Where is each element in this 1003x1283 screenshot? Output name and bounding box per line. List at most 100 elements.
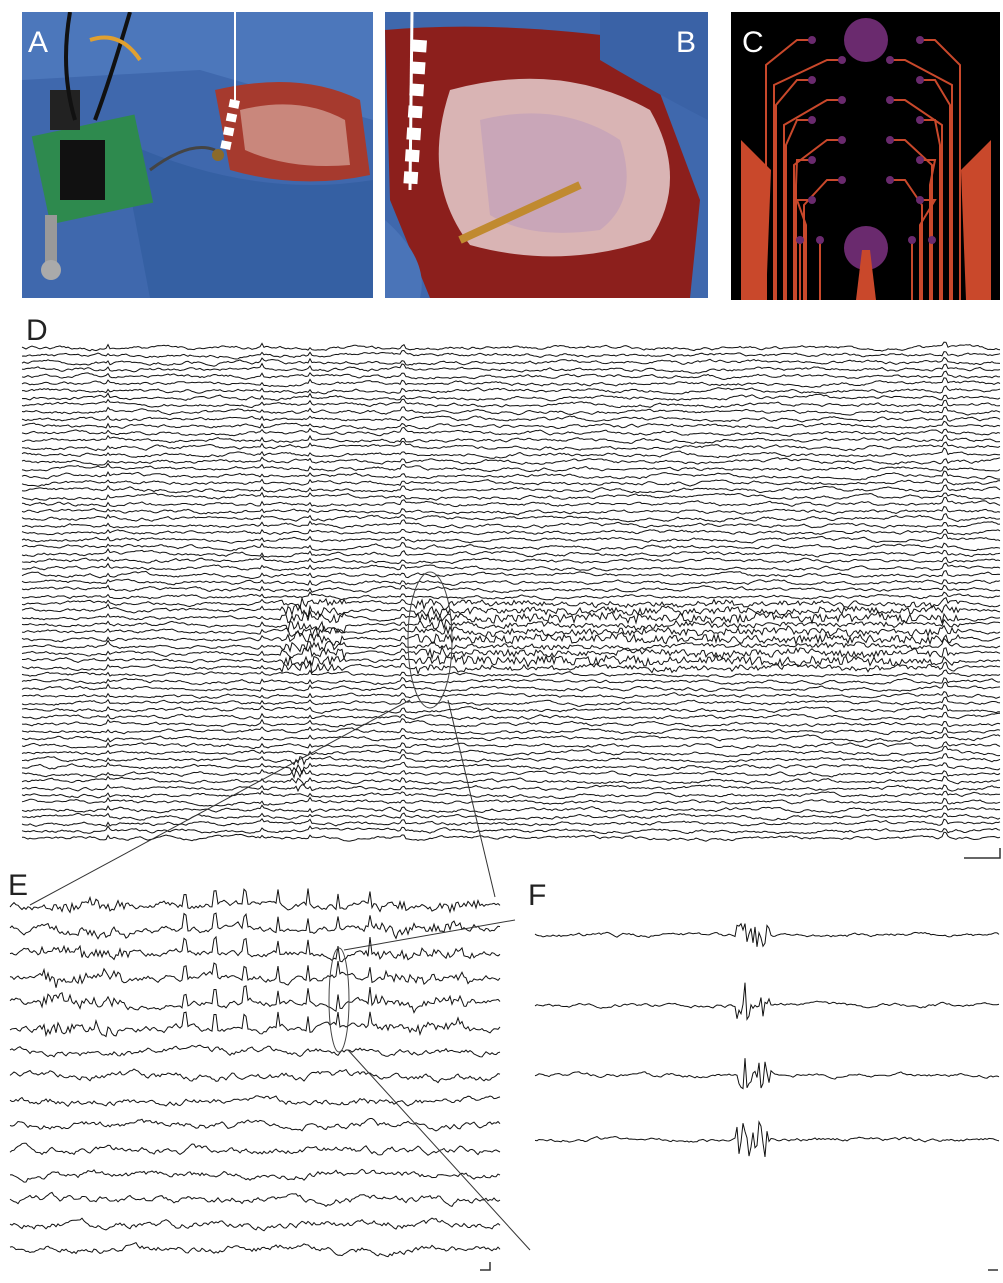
panel-label: C <box>742 26 764 59</box>
eeg-trace <box>22 776 1000 785</box>
electrode <box>886 176 894 184</box>
eeg-trace <box>10 913 500 939</box>
eeg-trace <box>22 520 1000 528</box>
traces-e <box>10 889 500 1257</box>
scale-bar <box>480 1262 490 1270</box>
eeg-trace <box>22 493 1000 501</box>
panel-label: B <box>676 26 696 59</box>
electrode <box>808 116 816 124</box>
eeg-trace <box>22 464 1000 472</box>
electrode <box>808 76 816 84</box>
traces-f <box>535 924 999 1157</box>
photo-a <box>22 12 373 298</box>
eeg-trace <box>22 507 1000 515</box>
eeg-trace <box>535 1122 999 1157</box>
eeg-trace <box>10 961 500 988</box>
electrode <box>916 156 924 164</box>
electrode <box>838 176 846 184</box>
eeg-trace <box>22 791 1000 799</box>
eeg-trace <box>22 514 1000 522</box>
eeg-trace <box>22 742 1000 749</box>
eeg-trace <box>10 1119 500 1131</box>
eeg-trace <box>22 662 1000 674</box>
eeg-trace <box>10 1169 500 1182</box>
photo-b <box>385 12 708 298</box>
eeg-trace <box>22 692 1000 699</box>
eeg-trace <box>10 1192 500 1206</box>
eeg-trace <box>22 371 1000 379</box>
eeg-trace <box>22 785 1000 791</box>
panel-label: D <box>26 314 48 347</box>
eeg-trace <box>10 937 500 962</box>
eeg-trace <box>10 986 500 1013</box>
electrode <box>916 196 924 204</box>
figure: A B C D E F <box>0 0 1003 1283</box>
eeg-trace <box>22 441 1000 450</box>
eeg-trace <box>22 813 1000 820</box>
electrode <box>796 236 804 244</box>
eeg-trace <box>22 712 1000 720</box>
electrode <box>886 56 894 64</box>
eeg-trace <box>535 983 999 1020</box>
eeg-trace <box>22 427 1000 436</box>
eeg-trace <box>22 485 1000 493</box>
eeg-trace <box>22 697 1000 706</box>
eeg-trace <box>22 746 1000 756</box>
eeg-trace <box>22 632 1000 645</box>
eeg-trace <box>22 727 1000 735</box>
eeg-trace <box>22 351 1000 360</box>
eeg-trace <box>22 770 1000 778</box>
eeg-trace <box>22 598 1000 610</box>
eeg-trace <box>22 549 1000 557</box>
eeg-trace <box>22 534 1000 543</box>
electrode <box>838 96 846 104</box>
eeg-trace <box>10 1045 500 1057</box>
eeg-trace <box>22 626 1000 637</box>
panel-label: E <box>8 869 28 902</box>
eeg-trace <box>22 655 1000 667</box>
electrode <box>916 116 924 124</box>
electrode <box>816 236 824 244</box>
eeg-trace <box>22 556 1000 564</box>
electrode <box>808 156 816 164</box>
eeg-trace <box>22 705 1000 714</box>
eeg-trace <box>22 563 1000 571</box>
eeg-trace <box>22 579 1000 585</box>
eeg-trace <box>22 435 1000 443</box>
zoom-line <box>348 1050 530 1250</box>
eeg-trace <box>22 682 1000 691</box>
eeg-trace <box>10 1069 500 1083</box>
eeg-trace <box>22 677 1000 684</box>
electrode <box>844 18 888 62</box>
eeg-trace <box>535 924 999 947</box>
eeg-trace <box>22 378 1000 388</box>
zoom-line <box>344 920 515 950</box>
eeg-trace <box>22 571 1000 579</box>
zoom-line <box>448 700 495 897</box>
eeg-trace <box>22 342 1000 351</box>
eeg-trace <box>22 762 1000 773</box>
eeg-trace <box>22 399 1000 408</box>
eeg-trace <box>10 1243 500 1257</box>
electrode <box>838 56 846 64</box>
eeg-trace <box>22 585 1000 593</box>
traces-d <box>22 342 1000 841</box>
panel-label: F <box>528 879 546 912</box>
eeg-trace <box>22 670 1000 677</box>
eeg-trace <box>22 805 1000 813</box>
eeg-trace <box>22 798 1000 807</box>
electrode <box>928 236 936 244</box>
eeg-trace <box>10 1218 500 1231</box>
eeg-trace <box>22 832 1000 841</box>
eeg-trace <box>22 386 1000 394</box>
eeg-trace <box>10 1143 500 1155</box>
electrode <box>886 136 894 144</box>
eeg-trace <box>22 611 1000 623</box>
eeg-trace <box>535 1058 999 1089</box>
electrode <box>838 136 846 144</box>
eeg-trace <box>22 734 1000 742</box>
scale-bar <box>964 848 1000 858</box>
eeg-trace <box>22 416 1000 422</box>
eeg-trace <box>22 421 1000 429</box>
eeg-trace <box>22 529 1000 534</box>
